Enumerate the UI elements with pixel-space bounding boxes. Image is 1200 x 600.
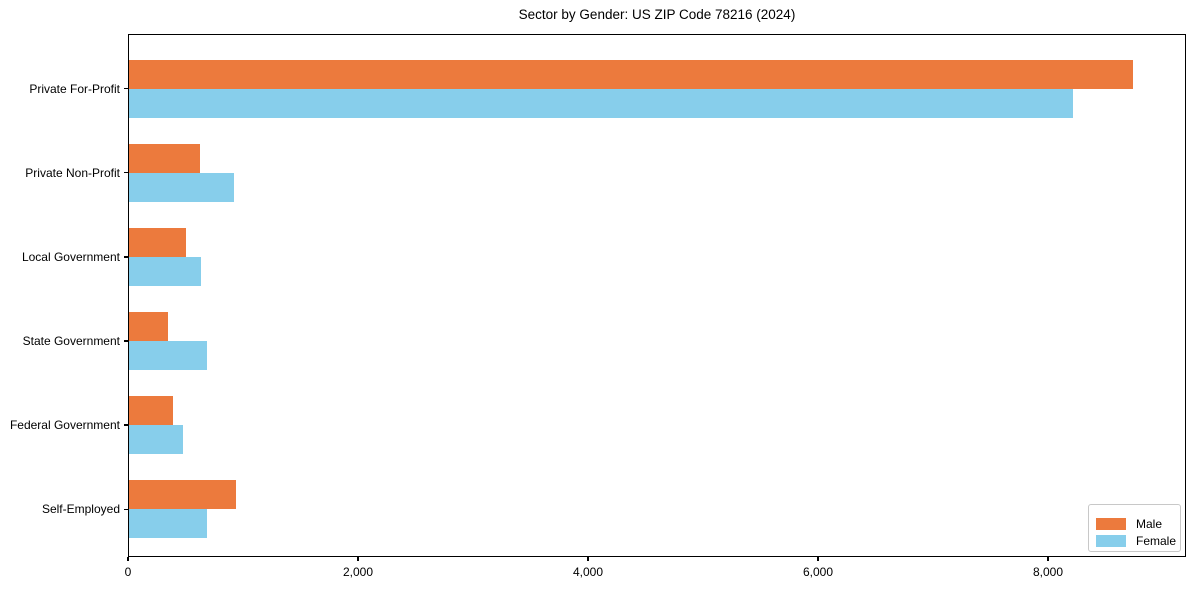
legend-item-female: Female (1096, 532, 1180, 549)
y-axis-label: State Government (22, 333, 120, 348)
bar-male (128, 227, 186, 257)
y-axis-label: Federal Government (9, 418, 120, 433)
x-axis-tick (357, 557, 359, 561)
bar-female (128, 509, 208, 539)
bar-female (128, 256, 202, 286)
bar-male (128, 480, 237, 510)
legend: Male Female (1088, 504, 1181, 552)
x-axis-tick (817, 557, 819, 561)
bar-female (128, 88, 1074, 118)
bar-female (128, 172, 234, 202)
y-axis-tick (124, 508, 128, 510)
bar-male (128, 143, 201, 173)
x-axis-tick-label: 0 (124, 565, 132, 579)
x-axis-tick-label: 2,000 (342, 565, 374, 579)
male-color-swatch (1096, 517, 1126, 530)
x-axis-tick (127, 557, 129, 561)
bar-male (128, 311, 168, 341)
y-axis-label: Self-Employed (41, 502, 120, 517)
y-axis-tick (124, 87, 128, 90)
x-axis-tick-label: 4,000 (572, 565, 604, 579)
x-axis-tick-label: 8,000 (1032, 565, 1064, 579)
y-axis-label: Local Government (21, 249, 120, 264)
chart-title: Sector by Gender: US ZIP Code 78216 (202… (518, 7, 796, 22)
y-axis-label: Private Non-Profit (25, 165, 120, 180)
y-axis-tick (124, 171, 128, 174)
bar-female (128, 340, 208, 370)
y-axis-tick (124, 256, 128, 258)
legend-label-male: Male (1136, 516, 1163, 531)
bar-male (128, 59, 1134, 89)
female-color-swatch (1096, 534, 1126, 547)
x-axis-tick-label: 6,000 (802, 565, 834, 579)
y-axis-tick (124, 340, 128, 342)
x-axis-tick (1047, 557, 1049, 561)
y-axis-label: Private For-Profit (29, 81, 120, 96)
legend-item-male: Male (1096, 515, 1180, 532)
bar-female (128, 425, 184, 455)
y-axis-tick (124, 424, 128, 426)
x-axis-tick (587, 557, 589, 561)
bar-male (128, 396, 174, 426)
legend-label-female: Female (1136, 533, 1177, 548)
